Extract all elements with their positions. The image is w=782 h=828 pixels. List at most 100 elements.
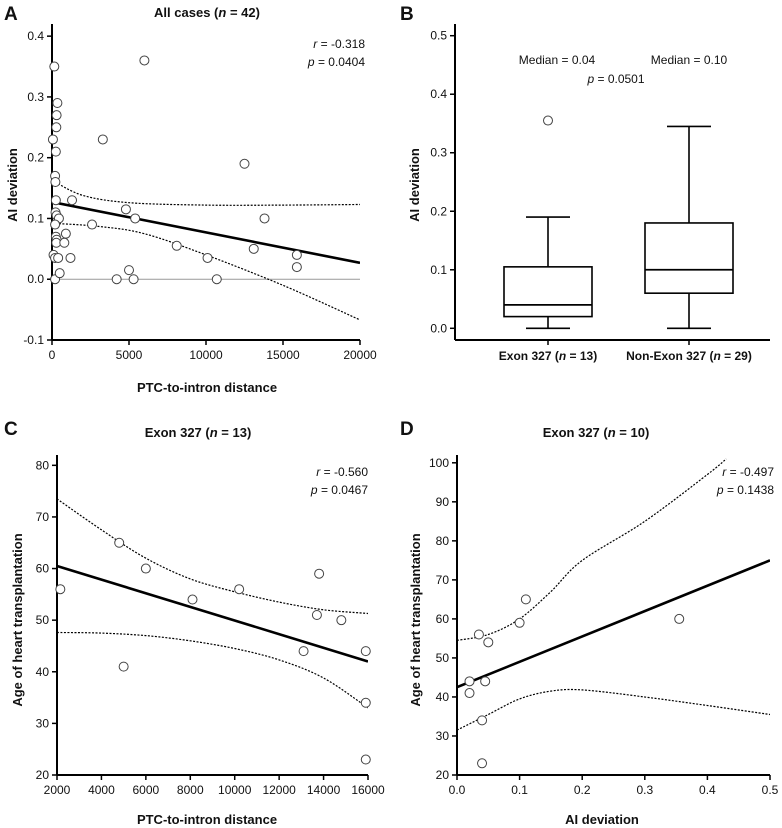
data-point — [60, 228, 71, 239]
y-tick-label: 70 — [436, 573, 450, 587]
data-point — [51, 122, 62, 133]
x-tick-label: 2000 — [44, 783, 71, 797]
y-tick-label: 50 — [436, 651, 450, 665]
panel-d-plot: 20 30 40 50 60 70 80 90 100 0.0 0.1 0.2 0.3 0.4 0.5 — [429, 455, 779, 797]
panel-d-y-axis-label: Age of heart transplantation — [408, 533, 423, 706]
data-point — [202, 252, 213, 263]
data-point — [49, 61, 60, 72]
y-tick-label: 80 — [36, 458, 50, 472]
data-point — [54, 268, 65, 279]
data-point — [336, 615, 347, 626]
panel-b: B Median = 0.04 Median = 0.10 p = 0.0501… — [400, 4, 770, 363]
x-tick-label: 0.3 — [636, 783, 653, 797]
x-tick-label: 8000 — [177, 783, 204, 797]
data-point — [111, 274, 122, 285]
y-tick-label: 0.4 — [27, 29, 44, 43]
y-tick-label: -0.1 — [23, 333, 44, 347]
y-tick-label: 0.3 — [430, 146, 447, 160]
regression-line — [52, 200, 360, 265]
regression-line — [57, 564, 368, 663]
panel-b-median-left: Median = 0.04 — [519, 53, 596, 67]
data-point — [360, 754, 371, 765]
y-tick-label: 30 — [436, 729, 450, 743]
y-tick-label: 90 — [436, 495, 450, 509]
data-point — [171, 240, 182, 251]
panel-d: D Exon 327 (n = 10) r = -0.497 p = 0.143… — [400, 419, 779, 827]
x-tick-label: 14000 — [307, 783, 341, 797]
data-point — [97, 134, 108, 145]
y-tick-label: 0.0 — [430, 321, 447, 335]
data-point — [140, 563, 151, 574]
ci-upper-band — [57, 498, 368, 615]
x-tick-label: 12000 — [262, 783, 296, 797]
data-point — [291, 249, 302, 260]
y-tick-label: 20 — [36, 768, 50, 782]
panel-b-median-right: Median = 0.10 — [651, 53, 728, 67]
data-point — [259, 213, 270, 224]
data-point — [514, 617, 525, 628]
panel-a-r-stat: r = -0.318 — [313, 37, 365, 51]
data-point — [298, 646, 309, 657]
regression-line — [457, 559, 770, 689]
data-point — [128, 274, 139, 285]
data-point — [65, 252, 76, 263]
y-tick-label: 80 — [436, 534, 450, 548]
panel-a-plot: -0.1 0.0 0.1 0.2 0.3 0.4 0 5000 10000 15000 20000 — [23, 24, 377, 362]
ci-lower-band — [57, 631, 368, 709]
data-point — [520, 594, 531, 605]
panel-d-x-axis-label: AI deviation — [565, 812, 639, 827]
data-point — [67, 195, 78, 206]
y-tick-label: 30 — [36, 716, 50, 730]
x-tick-label: 0.1 — [511, 783, 528, 797]
x-tick-label: 5000 — [116, 348, 143, 362]
data-point — [120, 204, 131, 215]
x-tick-label: 16000 — [351, 783, 385, 797]
y-tick-label: 40 — [436, 690, 450, 704]
ci-upper-band — [52, 179, 360, 206]
box-iqr — [644, 222, 734, 294]
data-point — [314, 568, 325, 579]
ci-upper-band — [457, 458, 727, 641]
y-tick-label: 0.4 — [430, 87, 447, 101]
data-point — [674, 613, 685, 624]
x-tick-label: 0.0 — [449, 783, 466, 797]
data-point — [291, 262, 302, 273]
data-point — [124, 265, 134, 276]
data-point — [473, 629, 484, 640]
panel-d-p-stat: p = 0.1438 — [716, 483, 774, 497]
data-point — [114, 537, 125, 548]
data-point — [234, 584, 245, 595]
data-point — [464, 676, 475, 687]
y-tick-label: 0.1 — [430, 263, 447, 277]
y-tick-label: 100 — [429, 456, 449, 470]
data-point — [248, 243, 259, 254]
y-tick-label: 0.1 — [27, 211, 44, 225]
y-tick-label: 20 — [436, 768, 450, 782]
y-tick-label: 0.3 — [27, 90, 44, 104]
panel-b-plot: 0.0 0.1 0.2 0.3 0.4 0.5 — [430, 24, 770, 345]
x-tick-label: 10000 — [218, 783, 252, 797]
panel-a: A All cases (n = 42) r = -0.318 p = 0.04… — [4, 4, 377, 395]
y-tick-label: 0.2 — [430, 204, 447, 218]
ci-lower-band — [457, 688, 770, 731]
panel-b-category-exon: Exon 327 (n = 13) — [499, 349, 597, 363]
data-point — [130, 213, 141, 224]
x-tick-label: 0.5 — [762, 783, 779, 797]
data-point — [477, 758, 488, 769]
y-tick-label: 60 — [436, 612, 450, 626]
x-tick-label: 6000 — [133, 783, 160, 797]
panel-d-r-stat: r = -0.497 — [722, 465, 774, 479]
data-point — [55, 584, 66, 595]
data-point — [50, 219, 61, 230]
panel-d-title: Exon 327 (n = 10) — [543, 425, 650, 440]
box-iqr — [503, 266, 593, 318]
data-point — [360, 697, 371, 708]
data-point — [50, 177, 61, 187]
x-tick-label: 10000 — [189, 348, 223, 362]
panel-label-b: B — [400, 4, 414, 25]
data-point — [211, 274, 222, 285]
data-point — [47, 134, 58, 145]
panel-b-p-stat: p = 0.0501 — [586, 72, 644, 86]
panel-b-y-axis-label: AI deviation — [407, 148, 422, 222]
